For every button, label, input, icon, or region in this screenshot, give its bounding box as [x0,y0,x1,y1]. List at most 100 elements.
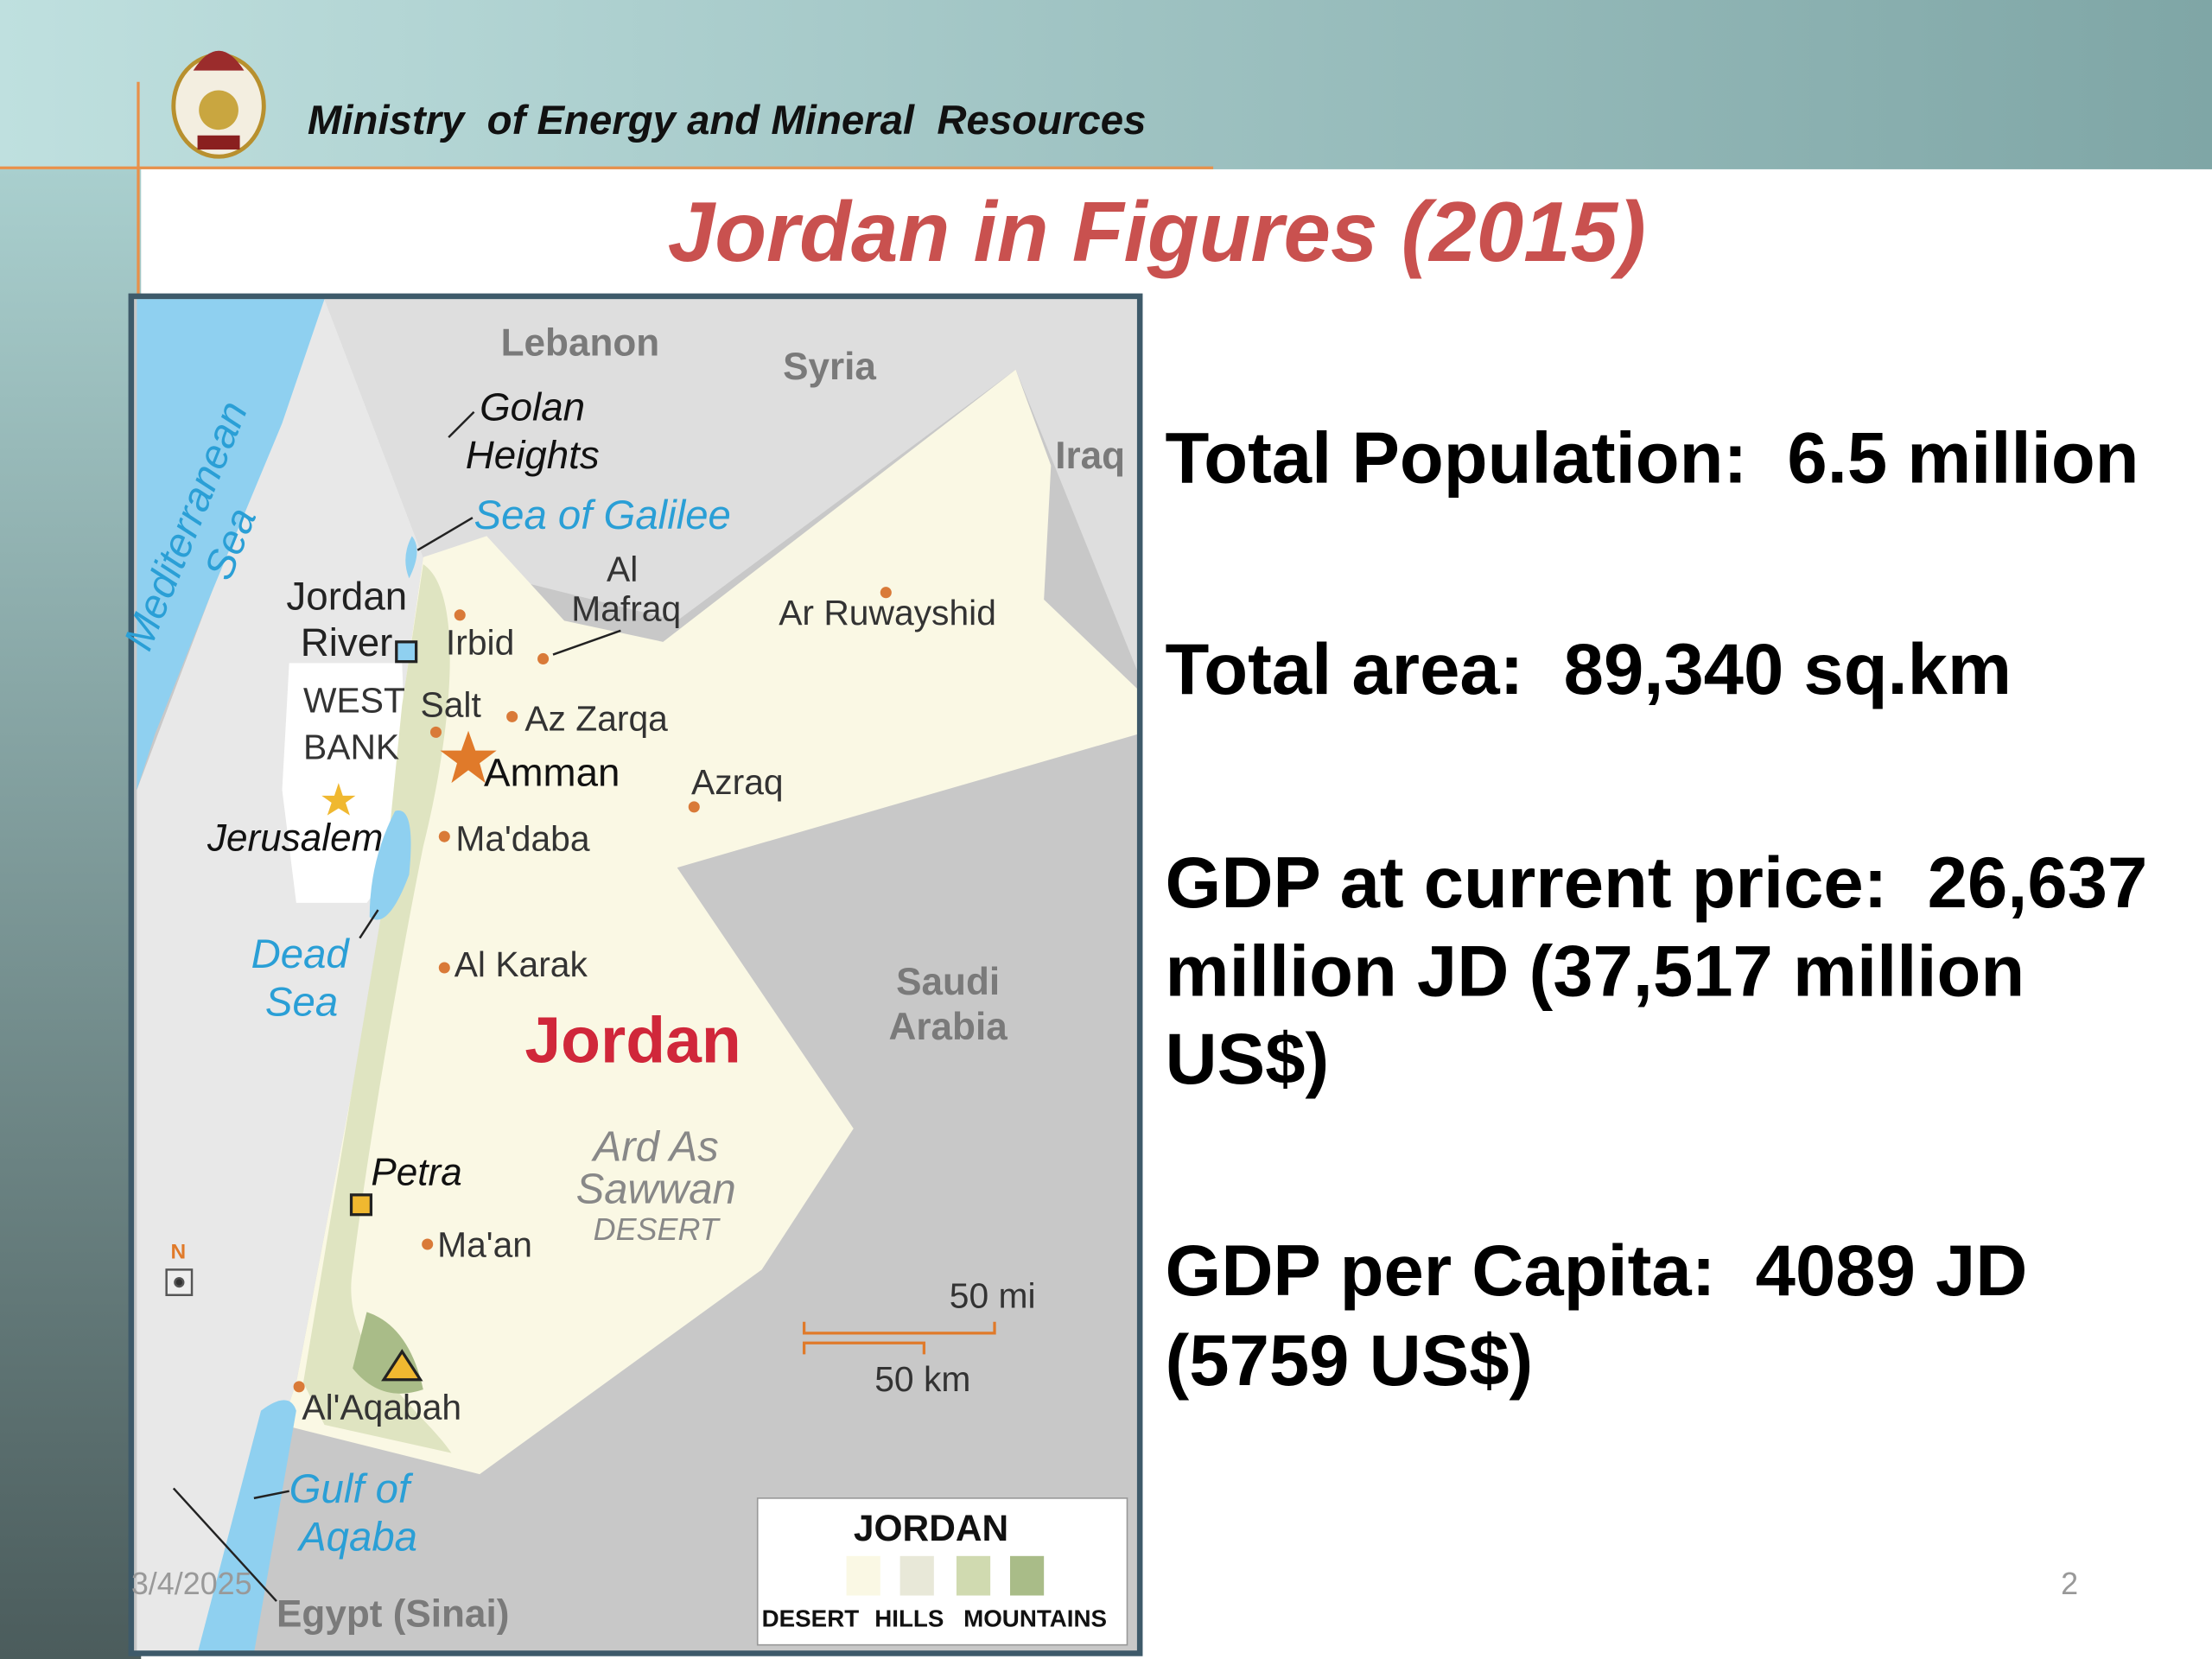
legend-title: JORDAN [854,1508,1008,1548]
map-shape [359,909,379,939]
map-shape [165,1268,194,1296]
map-label: Lebanon [501,321,660,364]
map-label: Egypt (Sinai) [276,1592,509,1635]
map-shape [303,564,452,1453]
side-band [0,168,142,1659]
map-label: Sea [265,980,338,1026]
map-shape [369,810,411,920]
fact-line: GDP at current price: 26,637 [1166,842,2148,923]
map-label: Al Karak [454,944,588,984]
map-shape [880,587,892,599]
map-shape [1009,1555,1045,1596]
slide-title: Jordan in Figures (2015) [668,184,1646,279]
map-label: Saudi [896,961,1000,1003]
map-label: Sea of Galilee [474,493,731,538]
map-shape [174,1276,185,1288]
map-shape [416,517,474,551]
map-shape [172,410,621,1602]
map-label: WEST [303,680,405,720]
map-shape [438,962,450,974]
map-label: Jordan [524,1003,741,1076]
legend-label: DESERT [762,1605,860,1631]
emblem [171,50,266,159]
map-label: Ma'daba [455,818,590,858]
fact-line: GDP per Capita: 4089 JD [1166,1230,2028,1311]
map-label: Al [607,550,638,589]
header-band [0,0,2212,169]
map-shape [321,783,356,816]
map-shape [552,629,621,656]
map-shape [454,609,466,621]
map-shape [293,587,892,1393]
map-shape [537,652,550,664]
fact-line: Total area: 89,340 sq.km [1166,629,2012,709]
fact-line: US$) [1166,1019,1330,1099]
map-label: Iraq [1055,435,1125,477]
map-shape [381,1349,423,1382]
map-shape [193,50,245,71]
map-shape [802,1321,996,1355]
map-label: 50 km [874,1359,970,1399]
map-label: N [171,1240,187,1263]
map-shape [282,663,410,903]
map-shape [253,1490,289,1500]
map-shape [802,1341,926,1355]
map-label: Azraq [691,762,784,802]
footer-date: 3/4/2025 [131,1566,252,1601]
map-shape [137,299,1141,677]
map-label: Amman [484,750,620,794]
fact-line: Total Population: 6.5 million [1166,417,2139,498]
map-shape [405,536,417,579]
map-shape [802,1321,996,1335]
map-shape [197,1400,296,1654]
map-label: Gulf of [289,1466,414,1512]
map-label: Golan [480,385,585,429]
map-label: Petra [371,1151,461,1193]
map-shape [429,726,442,738]
map-shape [137,299,325,791]
map-shape [506,710,518,722]
page-number: 2 [2061,1566,2078,1601]
map-shape [846,1555,880,1596]
map-shape [395,640,418,664]
map-label: Syria [783,346,876,388]
map-shape [128,293,1143,1656]
map-shape [349,1193,373,1217]
map-legend [756,1497,1128,1646]
map-label: 50 mi [950,1275,1036,1315]
map-label: Jerusalem [207,817,383,859]
map-label: Aqaba [296,1514,417,1560]
map-shape [282,369,1141,1475]
map-label: Jordan [286,574,407,618]
map-label: Al'Aqabah [302,1387,461,1427]
map-label: Ma'an [437,1225,532,1265]
map-label: Ar Ruwayshid [779,593,996,632]
map-shape [899,1555,934,1596]
map-label: Irbid [446,623,514,663]
map-shape [199,90,238,130]
map-label: Arabia [889,1006,1008,1048]
fact-line: (5759 US$) [1166,1320,1534,1401]
map-label: Az Zarqa [524,699,668,739]
organization: Ministry of Energy and Mineral Resources [308,98,1146,143]
map-shape [197,135,240,150]
map-label: Sawwan [576,1166,736,1213]
map-label: Salt [421,684,482,724]
fact-line: million JD (37,517 million [1166,931,2025,1012]
map-shape [172,1487,277,1602]
map-shape [688,801,700,813]
map [128,293,1143,1656]
map-shape [137,299,423,1654]
map-label: River [301,620,393,664]
map-label: DESERT [594,1211,721,1247]
legend-label: HILLS [874,1605,944,1631]
map-label: Ard As [591,1124,719,1171]
map-label: Heights [466,433,600,477]
map-label: Mafraq [571,588,681,628]
map-shape [956,1555,991,1596]
map-shape [293,1381,305,1393]
legend-label: MOUNTAINS [963,1605,1107,1631]
map-shape [756,1497,1128,1646]
